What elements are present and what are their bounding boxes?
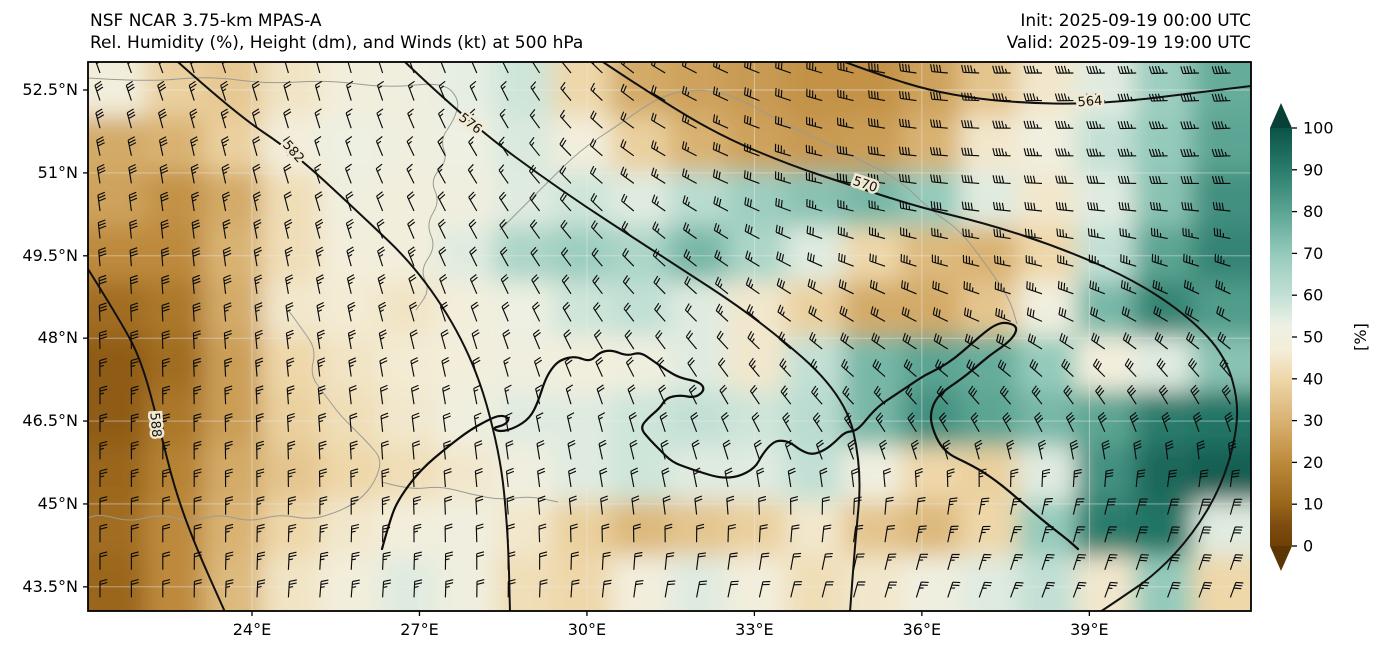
colorbar-tick-label: 40 <box>1303 369 1323 388</box>
height-contours <box>88 62 1251 611</box>
valid-time: Valid: 2025-09-19 19:00 UTC <box>1006 33 1251 53</box>
y-tick-label: 49.5°N <box>22 245 78 265</box>
contour-582 <box>177 62 511 611</box>
x-tick-label: 24°E <box>232 620 272 639</box>
colorbar-tick-label: 10 <box>1303 495 1323 514</box>
title-block: NSF NCAR 3.75-km MPAS-A Rel. Humidity (%)… <box>90 10 583 54</box>
colorbar-unit-label: [%] <box>1351 323 1370 351</box>
rh-field <box>88 62 1251 611</box>
colorbar-tick-labels: 0 10 20 30 40 50 60 70 80 90 100 <box>1303 119 1334 556</box>
time-block: Init: 2025-09-19 00:00 UTC Valid: 2025-09… <box>1007 10 1251 54</box>
colorbar-tick-label: 50 <box>1303 328 1323 347</box>
colorbar-canvas: 0 10 20 30 40 50 60 70 80 90 100 [%] <box>1270 103 1370 571</box>
contour-588 <box>88 268 226 611</box>
colorbar-tick-label: 20 <box>1303 453 1323 472</box>
colorbar-tick-label: 100 <box>1303 119 1334 138</box>
x-tick-label: 36°E <box>902 620 942 639</box>
colorbar-tick-label: 0 <box>1303 537 1313 556</box>
y-tick-label: 52.5°N <box>22 79 78 99</box>
contour-label-564: 564 <box>1077 94 1103 111</box>
contour-570 <box>602 62 1239 611</box>
field-title: Rel. Humidity (%), Height (dm), and Wind… <box>90 33 584 53</box>
colorbar-tick-label: 60 <box>1303 286 1323 305</box>
x-tick-label: 39°E <box>1070 620 1109 639</box>
contour-label-588: 588 <box>146 412 163 438</box>
colorbar: 0 10 20 30 40 50 60 70 80 90 100 [%] <box>1262 96 1378 596</box>
graticule <box>88 62 1251 611</box>
y-tick-label: 43.5°N <box>22 576 78 596</box>
y-tick-label: 48°N <box>37 328 78 348</box>
colorbar-tick-label: 80 <box>1303 202 1323 221</box>
contour-576 <box>404 62 861 611</box>
colorbar-gradient <box>1270 128 1292 546</box>
colorbar-arrow-top <box>1270 103 1292 128</box>
colorbar-tick-label: 30 <box>1303 411 1323 430</box>
map-plot: 588 582 576 570 564 <box>83 61 1252 616</box>
x-tick-label: 30°E <box>567 620 607 639</box>
wind-barbs <box>94 62 1244 598</box>
x-tick-label: 27°E <box>400 620 439 639</box>
x-tick-label: 33°E <box>735 620 774 639</box>
colorbar-ticks <box>1292 127 1297 547</box>
y-tick-label: 45°N <box>37 493 78 513</box>
y-tick-label: 46.5°N <box>22 411 78 431</box>
y-tick-label: 51°N <box>37 162 78 182</box>
init-time: Init: 2025-09-19 00:00 UTC <box>1020 11 1251 31</box>
contour-564 <box>844 62 1251 105</box>
colorbar-arrow-bottom <box>1270 546 1292 571</box>
coastline <box>380 321 1080 551</box>
colorbar-tick-label: 90 <box>1303 160 1323 179</box>
model-title: NSF NCAR 3.75-km MPAS-A <box>90 11 322 31</box>
plot-frame <box>87 61 1252 612</box>
colorbar-tick-label: 70 <box>1303 244 1323 263</box>
